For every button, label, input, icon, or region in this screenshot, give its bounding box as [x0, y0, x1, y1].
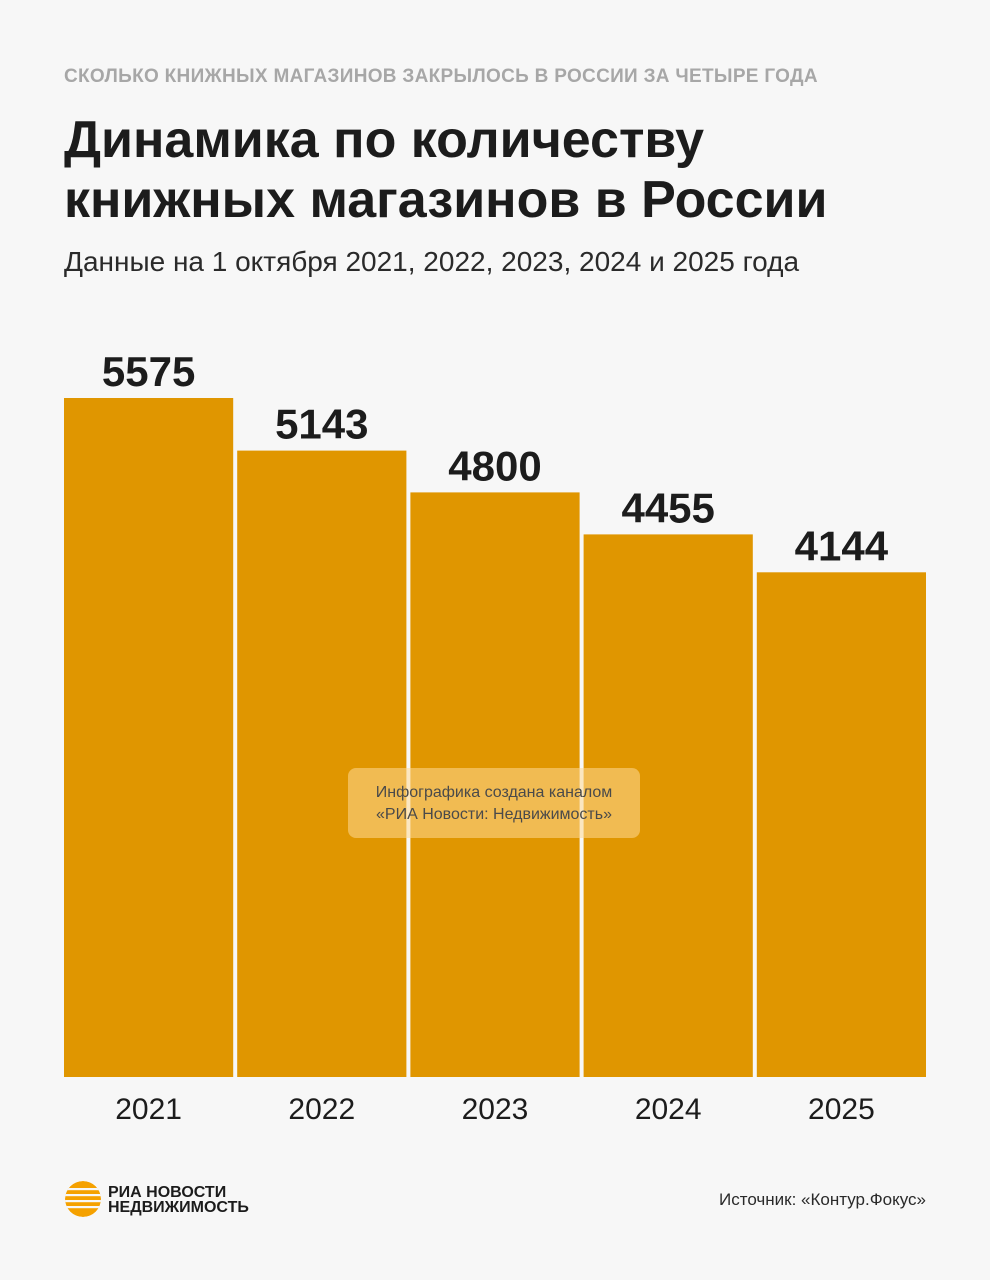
watermark-line-1: Инфографика создана каналом — [375, 784, 613, 801]
ria-sun-logo-icon — [65, 1181, 101, 1217]
data-label-2024: 4455 — [621, 484, 714, 531]
x-tick-2024: 2024 — [635, 1093, 702, 1126]
bar-2021 — [64, 398, 234, 1077]
bar-chart: 5575 2021 5143 2022 4800 2023 4455 2024 4144 2025 — [64, 348, 926, 1126]
watermark: Инфографика создана каналом «РИА Новости… — [348, 768, 640, 838]
data-label-2021: 5575 — [102, 348, 195, 395]
chart-kicker: СКОЛЬКО КНИЖНЫХ МАГАЗИНОВ ЗАКРЫЛОСЬ В РО… — [64, 66, 818, 87]
logo-text-line-2: НЕДВИЖИМОСТЬ — [108, 1199, 249, 1216]
ria-logo: РИА НОВОСТИ НЕДВИЖИМОСТЬ — [64, 1180, 294, 1220]
logo-text-line-1: РИА НОВОСТИ — [108, 1184, 227, 1201]
chart-title-line-2: книжных магазинов в России — [64, 171, 828, 229]
x-tick-2021: 2021 — [115, 1093, 182, 1126]
x-tick-2025: 2025 — [808, 1093, 875, 1126]
x-tick-2022: 2022 — [288, 1093, 355, 1126]
data-label-2022: 5143 — [275, 401, 368, 448]
chart-subtitle: Данные на 1 октября 2021, 2022, 2023, 20… — [64, 246, 800, 277]
data-label-2025: 4144 — [795, 522, 889, 569]
watermark-line-2: «РИА Новости: Недвижимость» — [376, 806, 612, 823]
data-label-2023: 4800 — [448, 442, 541, 489]
bar-2022 — [237, 450, 407, 1078]
chart-title-line-1: Динамика по количеству — [64, 111, 704, 169]
bar-2025 — [756, 572, 926, 1077]
logo-text: РИА НОВОСТИ НЕДВИЖИМОСТЬ — [108, 1184, 249, 1216]
x-tick-2023: 2023 — [462, 1093, 529, 1126]
chart-title: Динамика по количеству книжных магазинов… — [64, 110, 944, 230]
source-note: Источник: «Контур.Фокус» — [719, 1190, 926, 1209]
